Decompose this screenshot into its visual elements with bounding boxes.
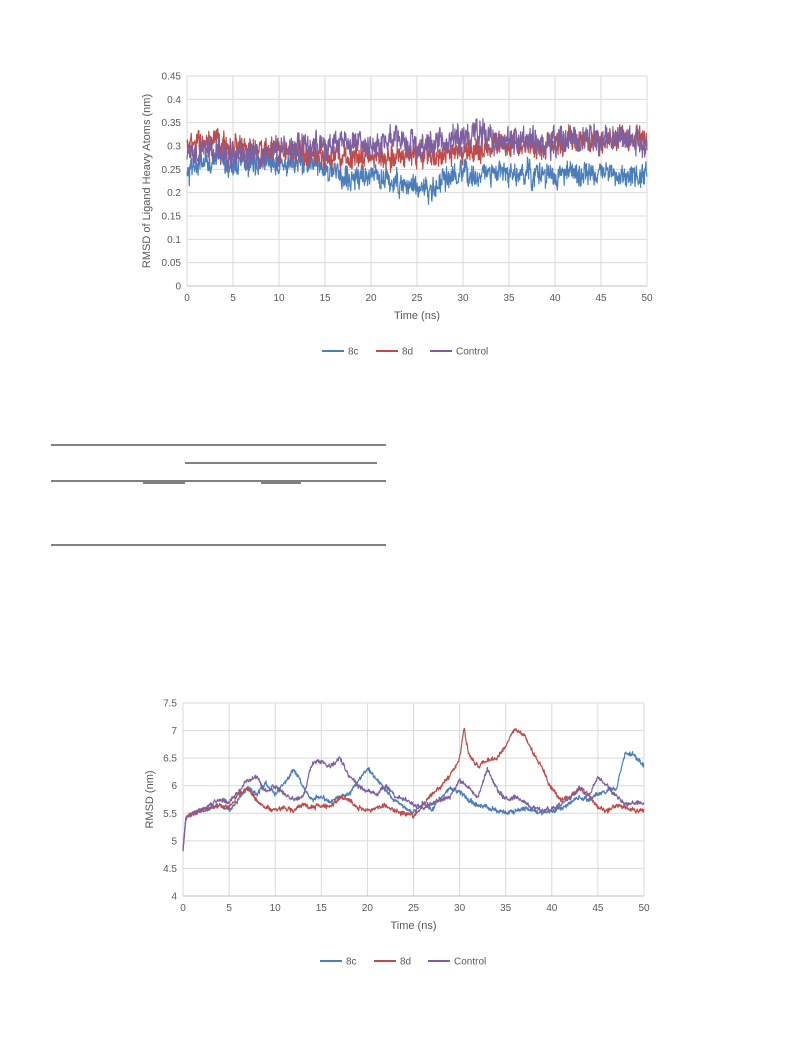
y-tick-label: 7.5 — [163, 699, 177, 710]
series-line-8c — [182, 750, 645, 851]
legend-item-control: Control — [430, 347, 488, 358]
y-tick-label: 0.3 — [167, 142, 181, 153]
legend-item-8c: 8c — [322, 347, 359, 358]
x-tick-label: 50 — [638, 903, 650, 914]
y-tick-label: 0.15 — [162, 212, 182, 223]
y-tick-label: 0.35 — [162, 118, 182, 129]
tick-labels: 0 0.05 0.1 0.15 0.2 0.25 0.3 0.35 0.4 0.45 0 5 10 15 2… — [162, 72, 653, 305]
x-tick-label: 30 — [457, 293, 469, 304]
legend: 8c 8d Control — [320, 957, 486, 968]
x-tick-label: 25 — [408, 903, 420, 914]
x-tick-label: 30 — [454, 903, 466, 914]
y-tick-label: 0.1 — [167, 235, 181, 246]
y-tick-label: 0.25 — [162, 165, 182, 176]
legend-item-8c: 8c — [320, 957, 357, 968]
x-tick-label: 35 — [503, 293, 515, 304]
series-line-control — [182, 756, 645, 852]
x-tick-label: 40 — [549, 293, 561, 304]
series-line-control — [186, 118, 648, 171]
x-tick-label: 15 — [319, 293, 331, 304]
x-tick-label: 5 — [230, 293, 236, 304]
legend: 8c 8d Control — [322, 347, 488, 358]
x-tick-label: 25 — [411, 293, 423, 304]
legend-label: Control — [454, 957, 486, 968]
x-tick-label: 45 — [595, 293, 607, 304]
x-axis-title: Time (ns) — [394, 310, 440, 322]
legend-label: 8d — [402, 347, 413, 358]
series-lines — [186, 118, 648, 205]
y-tick-label: 0.2 — [167, 188, 181, 199]
series-lines — [182, 727, 645, 852]
y-tick-label: 5.5 — [163, 809, 177, 820]
y-tick-label: 0 — [175, 282, 181, 293]
table-frame — [51, 444, 386, 546]
x-tick-label: 15 — [316, 903, 328, 914]
y-axis-title: RMSD (nm) — [144, 770, 156, 828]
protein-rmsd-chart: 4 4.5 5 5.5 6 6.5 7 7.5 0 5 10 15 20 25 30 35 40 45 50 Time… — [144, 699, 650, 968]
x-tick-label: 45 — [592, 903, 604, 914]
x-tick-label: 20 — [362, 903, 374, 914]
legend-item-8d: 8d — [374, 957, 411, 968]
x-tick-label: 50 — [641, 293, 653, 304]
legend-label: 8d — [400, 957, 411, 968]
x-tick-label: 10 — [270, 903, 282, 914]
series-line-8d — [182, 727, 645, 851]
legend-label: 8c — [346, 957, 357, 968]
legend-item-control: Control — [428, 957, 486, 968]
y-tick-label: 5 — [171, 836, 177, 847]
y-tick-label: 7 — [171, 726, 177, 737]
x-tick-label: 35 — [500, 903, 512, 914]
legend-label: 8c — [348, 347, 359, 358]
x-tick-label: 10 — [273, 293, 285, 304]
y-tick-label: 6 — [171, 781, 177, 792]
x-tick-label: 5 — [226, 903, 232, 914]
ligand-rmsd-chart: 0 0.05 0.1 0.15 0.2 0.25 0.3 0.35 0.4 0.45 0 5 10 15 2… — [141, 72, 653, 358]
x-axis-title: Time (ns) — [390, 920, 436, 932]
legend-label: Control — [456, 347, 488, 358]
x-tick-label: 0 — [180, 903, 186, 914]
y-axis-title: RMSD of Ligand Heavy Atoms (nm) — [141, 94, 153, 268]
x-tick-label: 40 — [546, 903, 558, 914]
y-tick-label: 0.45 — [162, 72, 182, 83]
y-tick-label: 4 — [171, 892, 177, 903]
legend-item-8d: 8d — [376, 347, 413, 358]
x-tick-label: 20 — [365, 293, 377, 304]
y-tick-label: 0.05 — [162, 258, 182, 269]
tick-labels: 4 4.5 5 5.5 6 6.5 7 7.5 0 5 10 15 20 25 30 35 40 45 50 — [163, 699, 650, 915]
y-tick-label: 4.5 — [163, 864, 177, 875]
y-tick-label: 0.4 — [167, 95, 181, 106]
x-tick-label: 0 — [184, 293, 190, 304]
y-tick-label: 6.5 — [163, 754, 177, 765]
